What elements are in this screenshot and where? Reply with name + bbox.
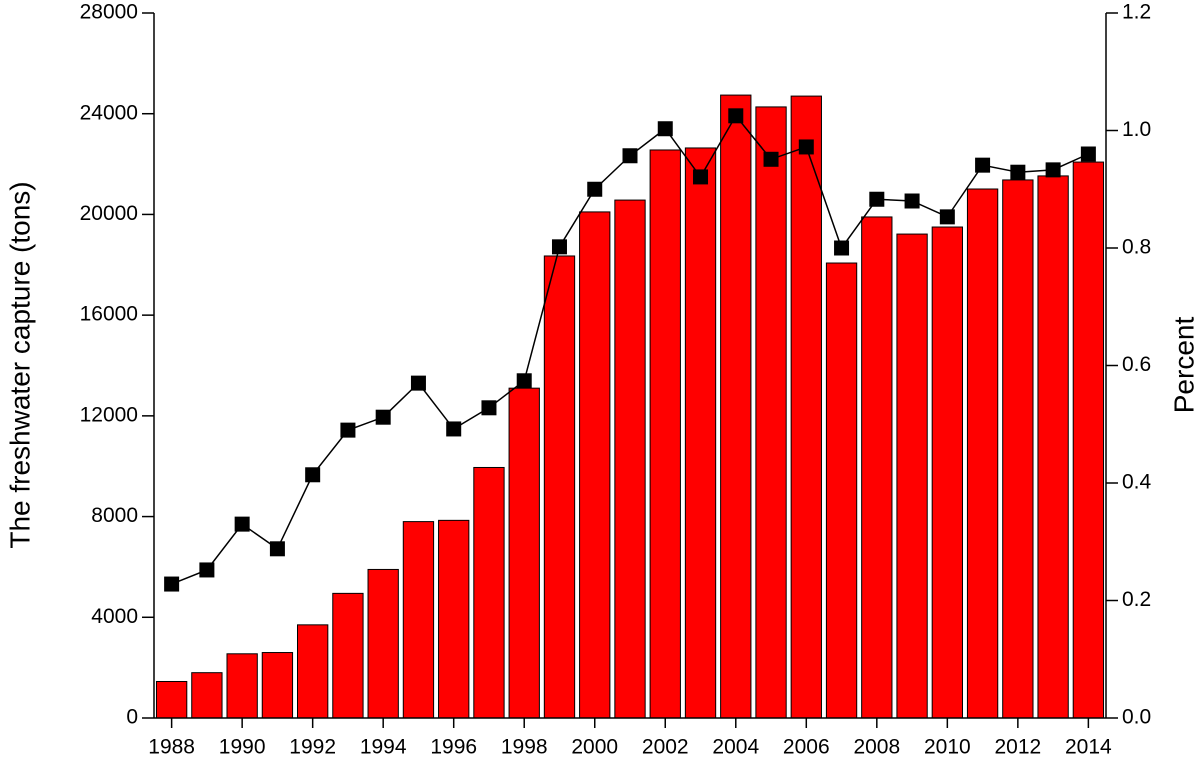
x-tick-label: 2000 [571,736,618,759]
x-tick-label: 1988 [148,736,195,759]
y-tick-label: 0 [126,706,138,729]
marker [763,151,779,167]
y-tick-label: 12000 [80,403,138,426]
bar [508,387,540,719]
marker [516,373,532,389]
bar [438,519,470,719]
marker [410,375,426,391]
y-tick-label: 24000 [80,101,138,124]
bar [649,149,681,719]
y2-tick-label: 1.0 [1122,118,1151,141]
y2-tick-label: 0.4 [1122,471,1152,494]
y2-tick-label: 0.6 [1122,353,1151,376]
marker [834,240,850,256]
bar [1072,161,1105,719]
bar [931,226,963,719]
y2-tick-label: 1.2 [1122,1,1151,24]
bar [1002,179,1034,719]
x-tick-label: 2006 [783,736,830,759]
marker [164,576,180,592]
x-tick-label: 1994 [360,736,407,759]
marker [728,108,744,124]
x-tick-label: 1996 [430,736,477,759]
bar [861,216,893,719]
bar [896,233,928,719]
bar [579,211,611,719]
bar [155,680,188,719]
x-tick-label: 1998 [501,736,548,759]
marker [340,422,356,438]
bar [614,199,646,719]
marker [869,191,885,207]
bar [367,568,399,719]
y2-tick-label: 0.2 [1122,588,1151,611]
marker [551,239,567,255]
marker [693,169,709,185]
y-tick-label: 16000 [80,303,138,326]
marker [1045,162,1061,178]
x-tick-label: 2014 [1065,736,1112,759]
y2-axis-title: Percent [1168,317,1199,414]
x-tick-label: 1992 [289,736,336,759]
bar [825,262,858,719]
marker [622,148,638,164]
marker [904,193,920,209]
x-tick-label: 2010 [924,736,971,759]
marker [657,121,673,137]
x-tick-label: 2012 [994,736,1041,759]
bar [684,147,717,719]
y-tick-label: 20000 [80,202,138,225]
bar [226,653,258,719]
bar [402,521,435,719]
bar [473,466,505,719]
bar [297,624,329,719]
bar [332,592,364,719]
bar [191,672,223,719]
marker [798,139,814,155]
x-tick-label: 2002 [642,736,689,759]
x-tick-label: 2008 [853,736,900,759]
marker [446,421,462,437]
marker [939,209,955,225]
marker [269,541,285,557]
marker [481,400,497,416]
y2-tick-label: 0.8 [1122,236,1151,259]
y-tick-label: 4000 [91,605,138,628]
x-tick-label: 1990 [219,736,266,759]
bar [966,188,999,719]
marker [199,562,215,578]
y-axis-title: The freshwater capture (tons) [4,181,35,548]
y-tick-label: 28000 [80,1,138,24]
y2-tick-label: 0.0 [1122,706,1151,729]
bar [1037,175,1069,719]
bar [543,255,576,719]
y-tick-label: 8000 [91,504,138,527]
x-tick-label: 2004 [712,736,759,759]
bar [261,652,294,719]
bar [755,106,787,719]
marker [587,181,603,197]
marker [305,467,321,483]
marker [1080,146,1096,162]
bar [720,94,752,719]
marker [975,157,991,173]
marker [234,516,250,532]
bar [790,95,822,719]
marker [375,409,391,425]
marker [1010,164,1026,180]
